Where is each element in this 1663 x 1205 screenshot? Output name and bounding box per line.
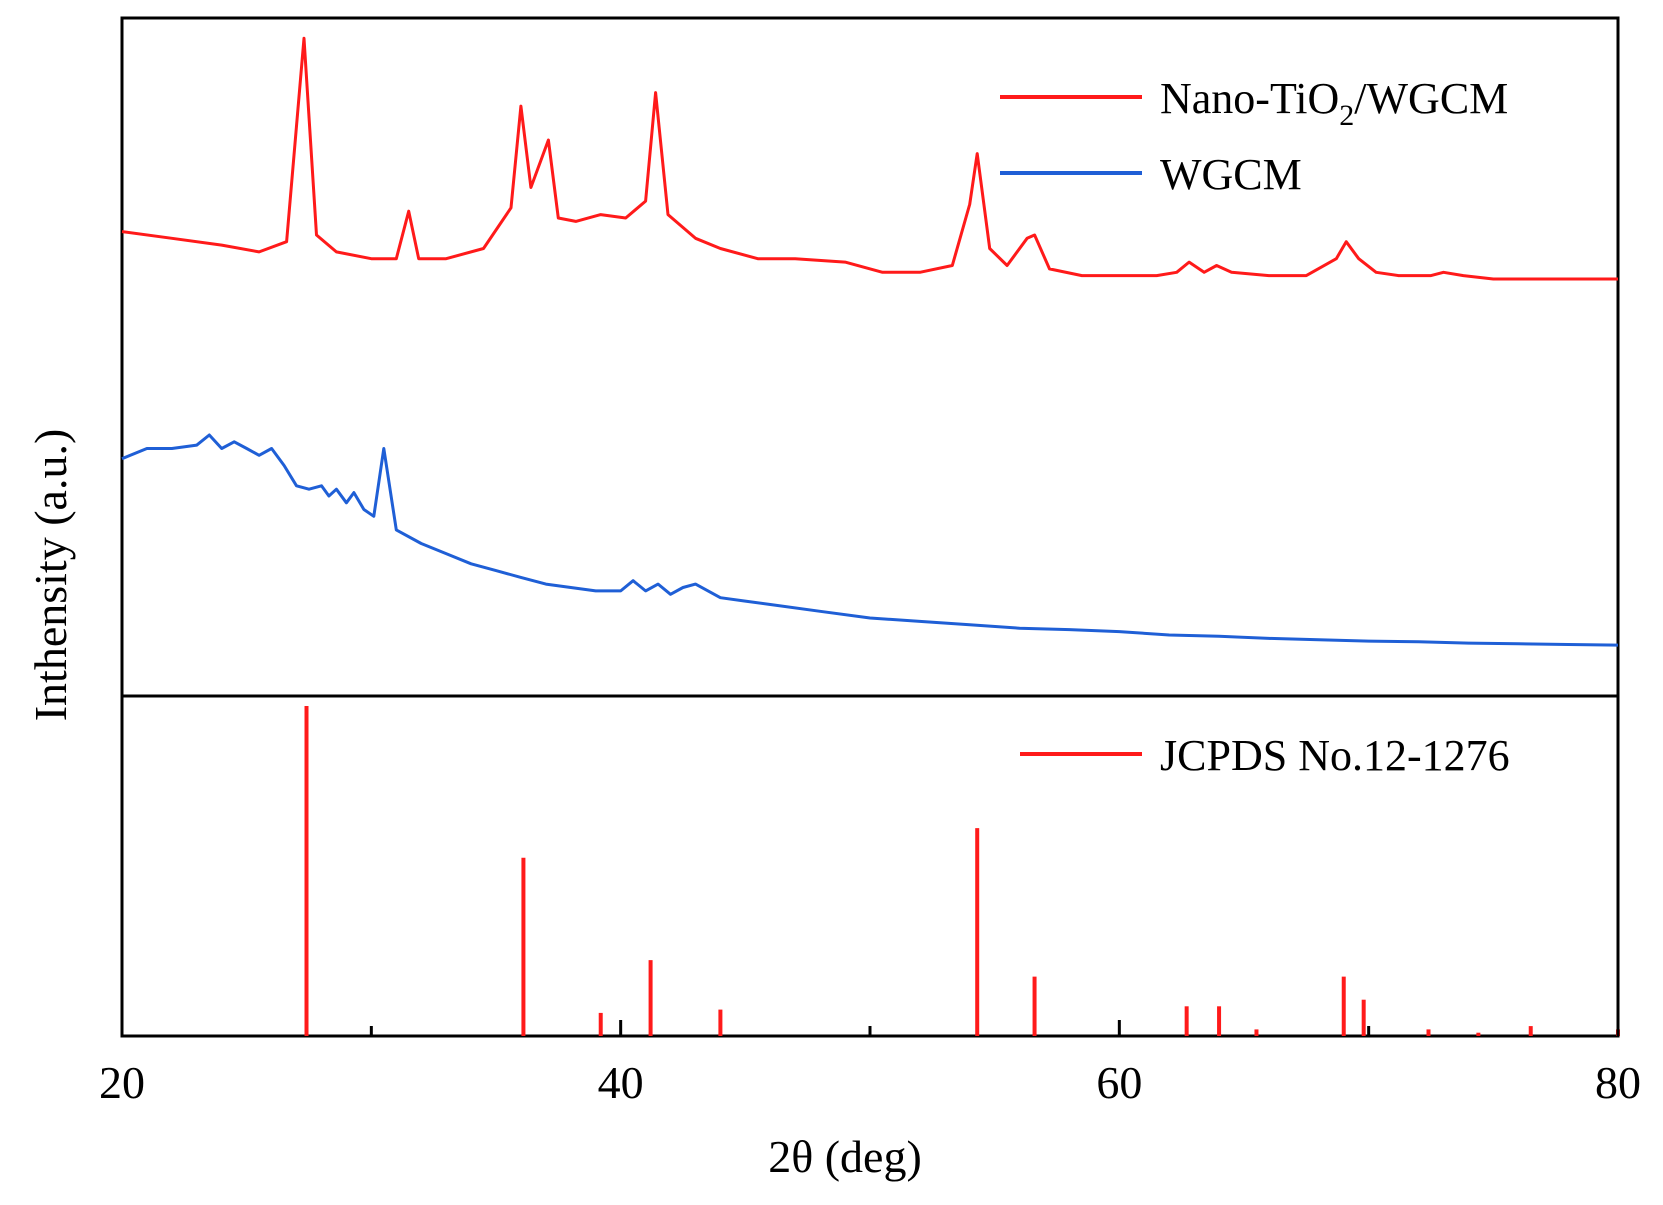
- x-tick-label: 20: [99, 1057, 145, 1108]
- x-tick-label: 80: [1595, 1057, 1641, 1108]
- lower-panel-stems: [304, 706, 1620, 1036]
- x-axis-ticks: [120, 1020, 1620, 1036]
- x-axis-tick-labels: 20 40 60 80: [99, 1057, 1641, 1108]
- series-line-wgcm: [121, 433, 1619, 647]
- plot-frame: [120, 16, 1620, 1038]
- upper-panel-series: [121, 36, 1619, 647]
- x-tick-label: 40: [598, 1057, 644, 1108]
- legend-lower: JCPDS No.12-1276: [1020, 731, 1510, 780]
- legend-label-nano-tio2-wgcm: Nano-TiO2/WGCM: [1160, 74, 1508, 132]
- x-tick-label: 60: [1096, 1057, 1142, 1108]
- legend-upper: Nano-TiO2/WGCM WGCM: [1000, 74, 1508, 199]
- series-line-nano-tio2-wgcm: [121, 36, 1618, 281]
- legend-label-wgcm: WGCM: [1160, 150, 1302, 199]
- legend-label-jcpds: JCPDS No.12-1276: [1160, 731, 1510, 780]
- y-axis-title: Inthensity (a.u.): [25, 429, 76, 722]
- x-axis-title: 2θ (deg): [768, 1131, 922, 1182]
